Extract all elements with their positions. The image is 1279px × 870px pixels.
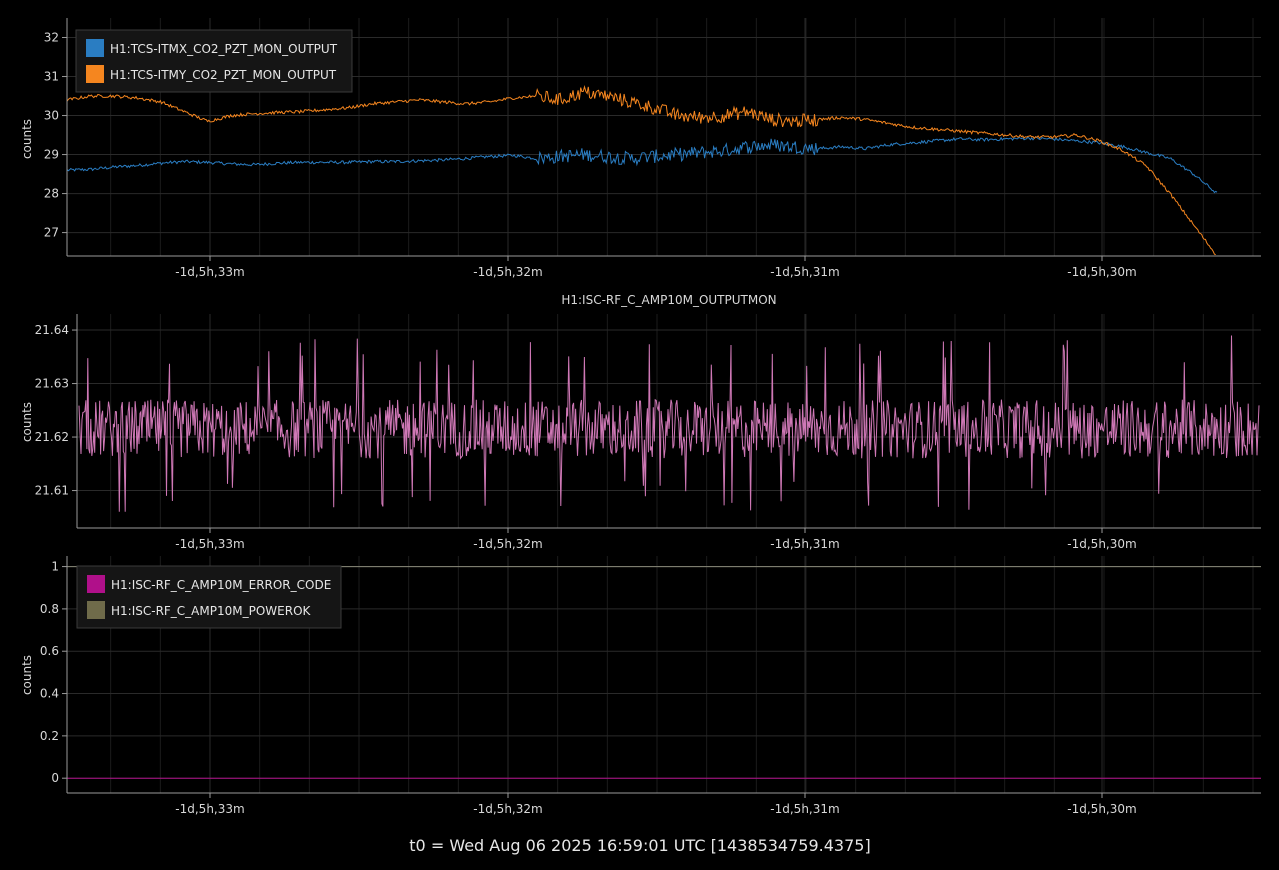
x-tick-label: -1d,5h,31m [770,802,839,816]
panel-tcs-pzt-legend[interactable]: H1:TCS-ITMX_CO2_PZT_MON_OUTPUT H1:TCS-IT… [75,29,353,93]
legend-label-itmy[interactable]: H1:TCS-ITMY_CO2_PZT_MON_OUTPUT [110,68,337,82]
x-tick-label: -1d,5h,30m [1067,265,1136,279]
panel-amp-status: 00.20.40.60.81 -1d,5h,33m -1d,5h,32m -1d,5… [20,556,1261,816]
legend-label-powerok[interactable]: H1:ISC-RF_C_AMP10M_POWEROK [111,604,312,618]
legend-box [75,29,353,93]
legend-label-itmx[interactable]: H1:TCS-ITMX_CO2_PZT_MON_OUTPUT [110,42,338,56]
panel-tcs-pzt-series [66,84,1218,256]
y-tick-label: 21.63 [35,377,69,391]
panel-amp-status-axes [66,556,1261,794]
panel-amp-status-ylabel: counts [20,655,34,695]
legend-swatch-itmx [86,39,104,57]
y-tick-label: 29 [44,148,59,162]
panel-amp-status-x-ticks: -1d,5h,33m -1d,5h,32m -1d,5h,31m -1d,5h,30m [175,793,1137,816]
x-tick-label: -1d,5h,33m [175,265,244,279]
x-tick-label: -1d,5h,30m [1067,537,1136,551]
legend-swatch-error-code [87,575,105,593]
panel-amp-output-axes [76,314,1261,529]
y-tick-label: 30 [44,109,59,123]
y-tick-label: 21.62 [35,430,69,444]
y-tick-label: 0.6 [40,644,59,658]
y-tick-label: 0.4 [40,687,59,701]
y-tick-label: 0.8 [40,602,59,616]
panel-tcs-pzt-y-ticks: 27 28 29 30 31 32 [44,31,67,240]
panel-amp-status-legend[interactable]: H1:ISC-RF_C_AMP10M_ERROR_CODE H1:ISC-RF_… [76,565,342,629]
y-tick-label: 0.2 [40,729,59,743]
panel-amp-output-x-ticks: -1d,5h,33m -1d,5h,32m -1d,5h,31m -1d,5h,30m [175,528,1137,551]
x-tick-label: -1d,5h,33m [175,802,244,816]
y-tick-label: 28 [44,187,59,201]
legend-box [76,565,342,629]
panel-amp-output: H1:ISC-RF_C_AMP10M_OUTPUTMON 21.6121.622… [20,293,1261,551]
panel-tcs-pzt-axes [66,18,1261,257]
x-tick-label: -1d,5h,32m [473,802,542,816]
y-tick-label: 27 [44,226,59,240]
panel-amp-output-ylabel: counts [20,402,34,442]
series-line-itmy [66,84,1216,256]
y-tick-label: 21.64 [35,323,69,337]
panel-amp-output-series [78,335,1260,512]
x-tick-label: -1d,5h,31m [770,265,839,279]
footer-t0: t0 = Wed Aug 06 2025 16:59:01 UTC [14385… [409,836,870,855]
x-tick-label: -1d,5h,31m [770,537,839,551]
y-tick-label: 31 [44,70,59,84]
y-tick-label: 0 [51,771,59,785]
panel-tcs-pzt-ylabel: counts [20,119,34,159]
series-line-amp-output [78,335,1260,512]
x-tick-label: -1d,5h,32m [473,537,542,551]
y-tick-label: 1 [51,560,59,574]
legend-swatch-itmy [86,65,104,83]
legend-swatch-powerok [87,601,105,619]
series-line-itmx [66,136,1218,194]
panel-amp-output-y-ticks: 21.61 21.62 21.63 21.64 [35,323,77,498]
x-tick-label: -1d,5h,33m [175,537,244,551]
legend-label-error-code[interactable]: H1:ISC-RF_C_AMP10M_ERROR_CODE [111,578,331,592]
y-tick-label: 32 [44,31,59,45]
panel-tcs-pzt-x-ticks: -1d,5h,33m -1d,5h,32m -1d,5h,31m -1d,5h,30m [175,256,1137,279]
panel-amp-output-title: H1:ISC-RF_C_AMP10M_OUTPUTMON [561,293,776,307]
panel-amp-status-y-ticks: 0 0.2 0.4 0.6 0.8 1 [40,560,67,785]
y-tick-label: 21.61 [35,484,69,498]
x-tick-label: -1d,5h,30m [1067,802,1136,816]
x-tick-label: -1d,5h,32m [473,265,542,279]
